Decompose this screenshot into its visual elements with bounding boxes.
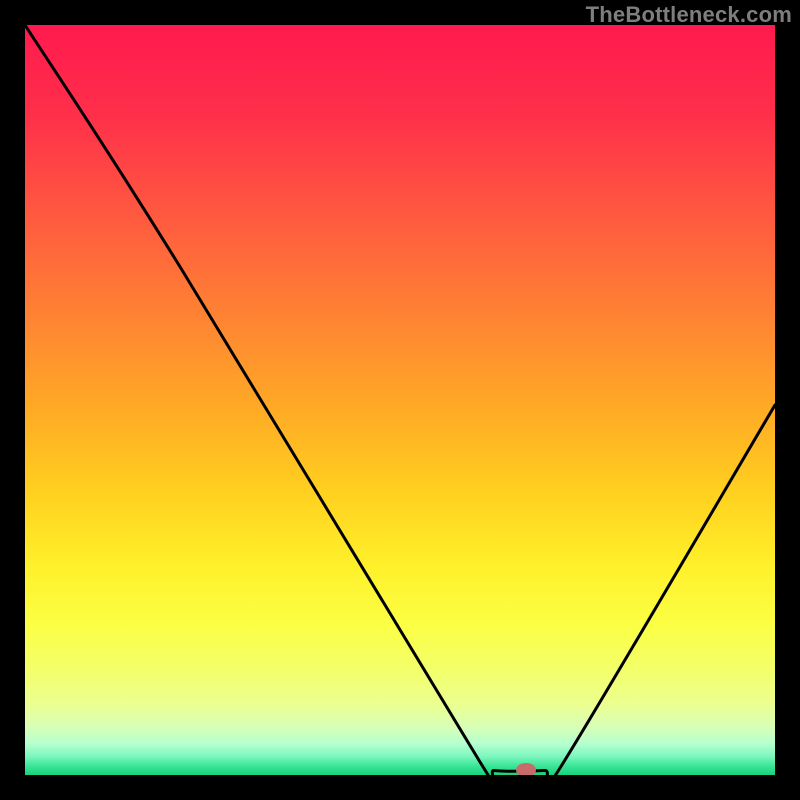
chart-svg <box>0 0 800 800</box>
optimum-marker <box>516 763 536 777</box>
chart-canvas: TheBottleneck.com <box>0 0 800 800</box>
plot-background <box>25 25 775 775</box>
watermark-text: TheBottleneck.com <box>586 2 792 28</box>
